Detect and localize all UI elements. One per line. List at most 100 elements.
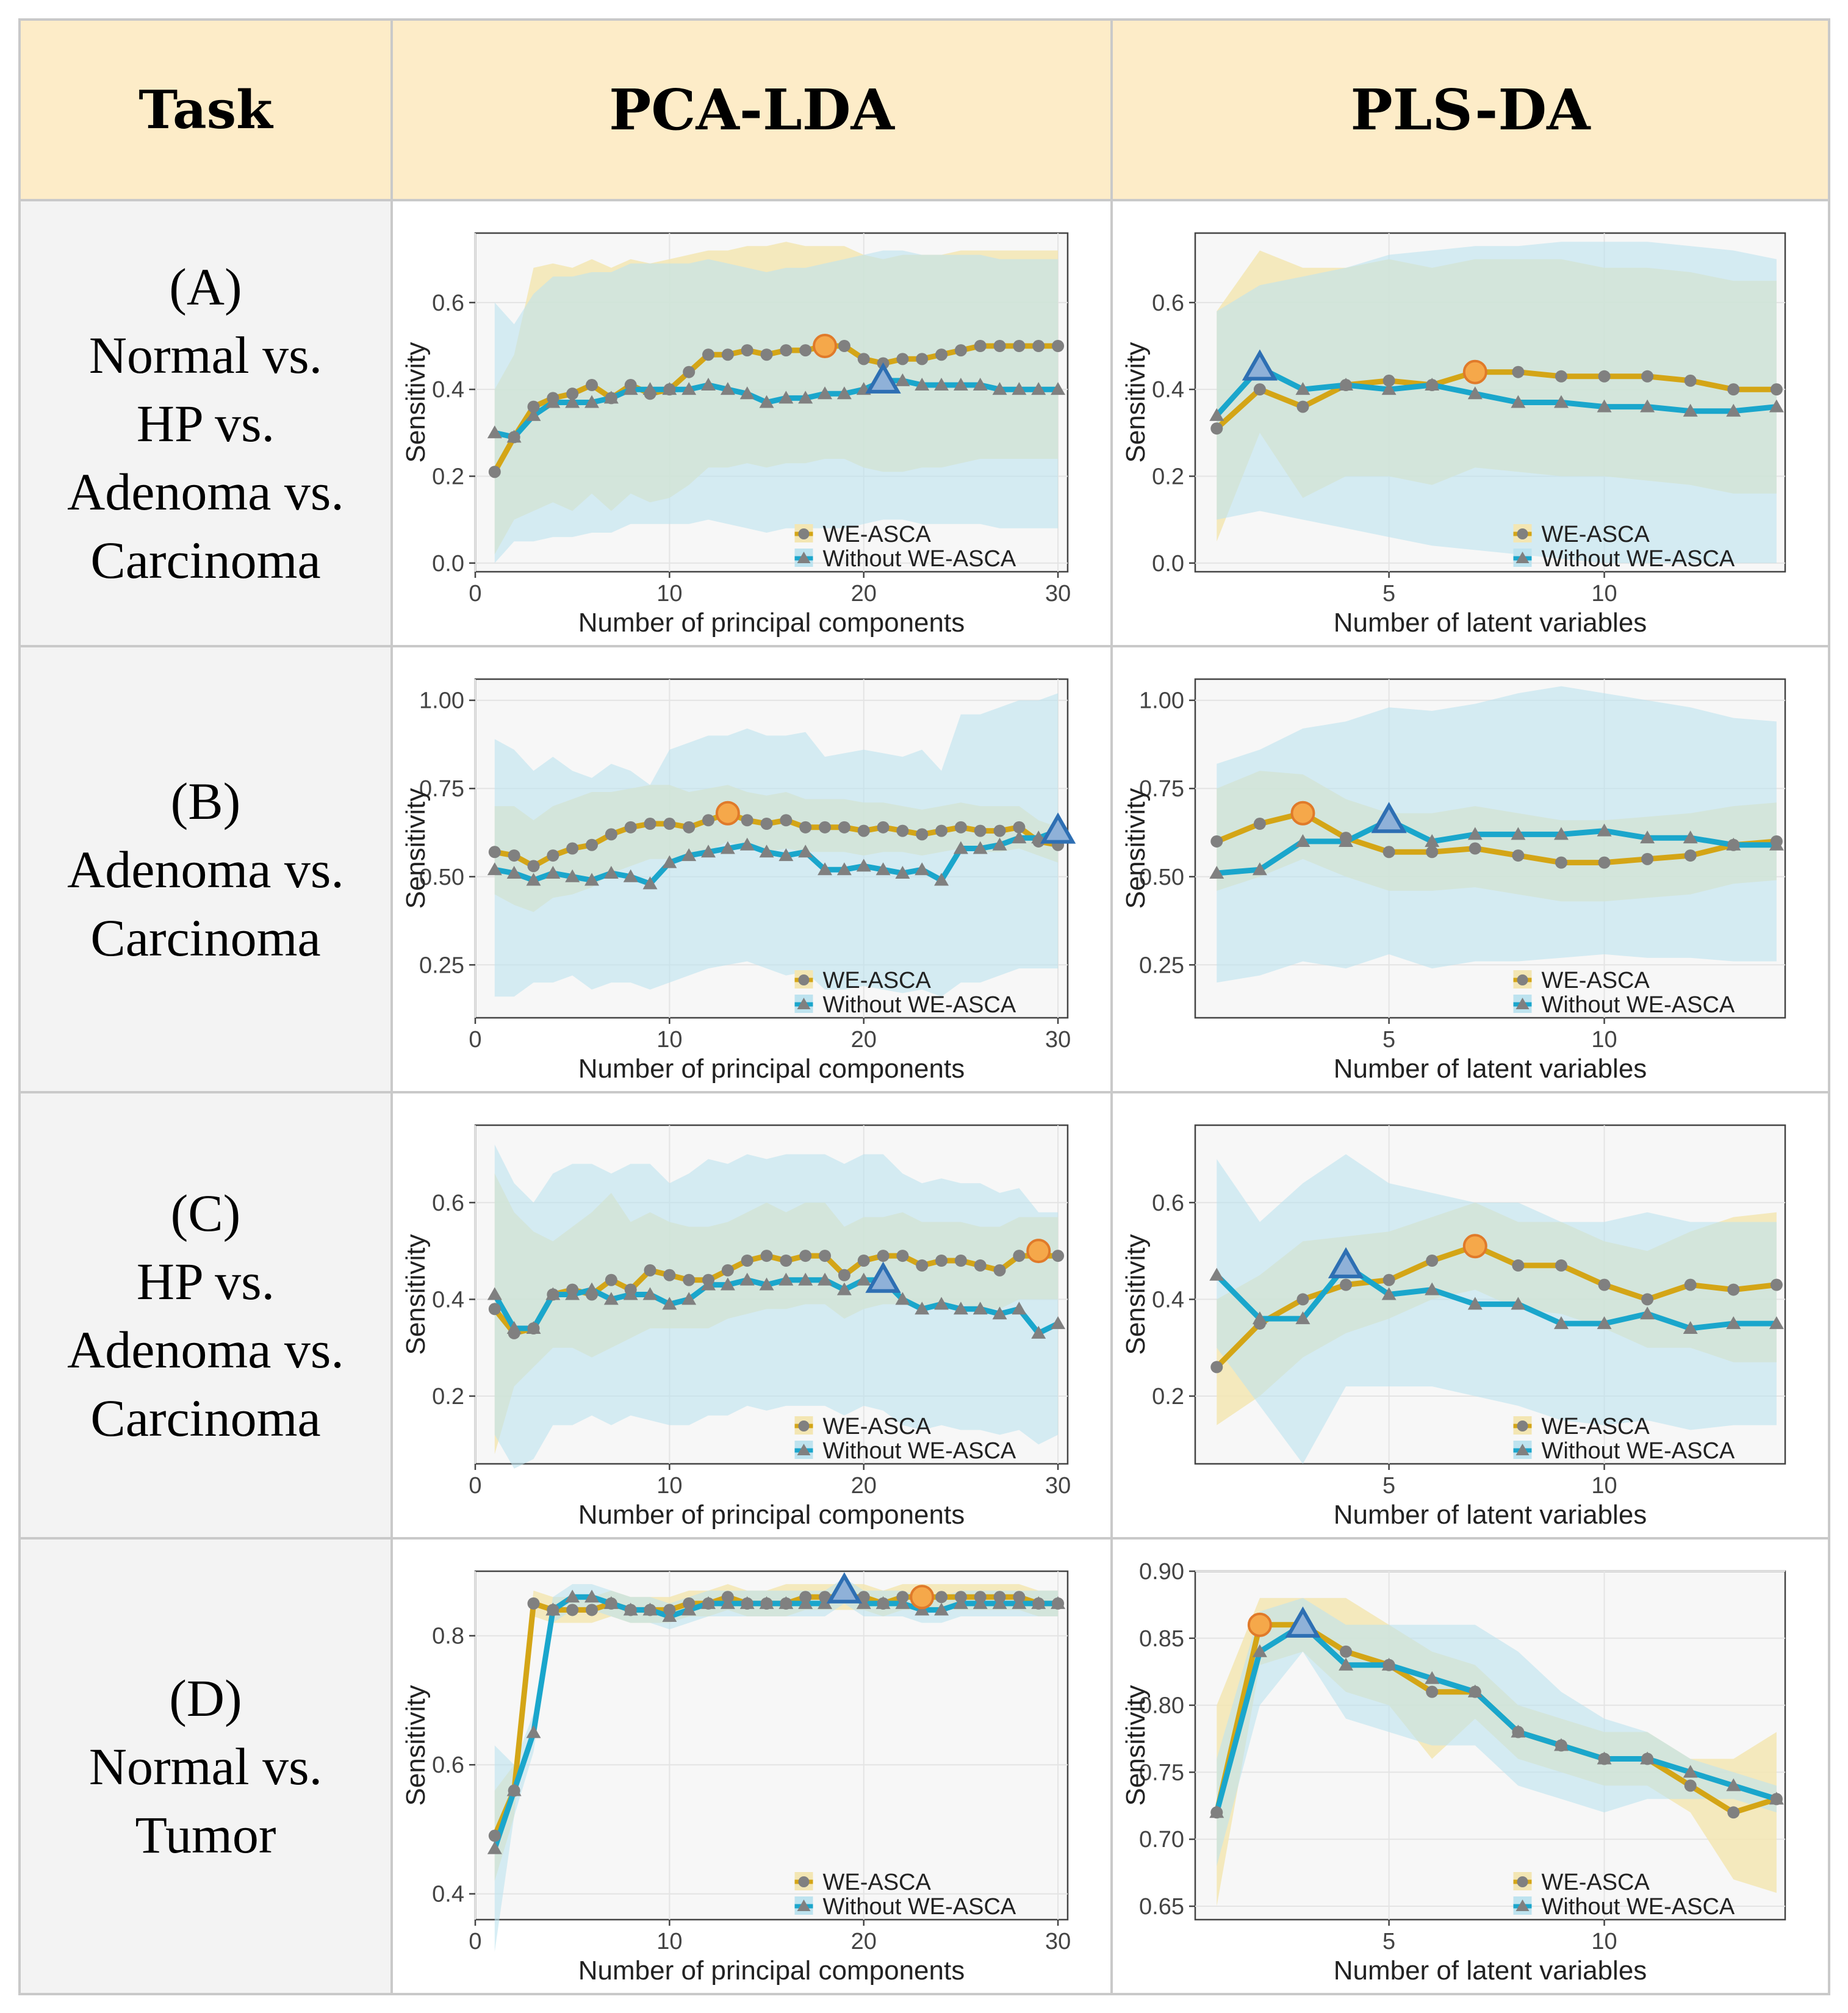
x-tick-label: 0 bbox=[469, 1929, 481, 1954]
without-we-asca-point bbox=[1339, 378, 1354, 391]
without-we-asca-point bbox=[1511, 827, 1526, 840]
y-tick-label: 0.50 bbox=[419, 865, 464, 890]
we-asca-point bbox=[799, 1250, 812, 1262]
we-asca-point bbox=[527, 400, 540, 413]
we-asca-point bbox=[683, 366, 696, 378]
x-tick-label: 30 bbox=[1045, 1473, 1071, 1499]
we-asca-point bbox=[1555, 1259, 1567, 1272]
without-we-asca-point bbox=[953, 1302, 968, 1315]
without-we-asca-point bbox=[915, 1302, 930, 1315]
task-line: Adenoma vs. bbox=[67, 462, 344, 521]
we-asca-point bbox=[1641, 1293, 1654, 1306]
without-we-asca-point bbox=[778, 1272, 794, 1286]
x-tick-label: 10 bbox=[656, 1473, 682, 1499]
y-axis-title: Sensitivity bbox=[401, 1685, 431, 1806]
without-we-asca-point bbox=[778, 1596, 794, 1609]
x-tick-label: 10 bbox=[656, 1929, 682, 1954]
task-cell-c: (C) HP vs. Adenoma vs. Carcinoma bbox=[21, 1093, 393, 1539]
without-we-asca-point bbox=[1553, 1738, 1569, 1751]
we-asca-point bbox=[1469, 842, 1481, 855]
we-asca-point bbox=[916, 1259, 929, 1272]
legend-without-key-marker bbox=[1515, 552, 1530, 563]
without-we-asca-point bbox=[875, 1596, 891, 1609]
we-asca-point bbox=[974, 1259, 987, 1272]
legend-we-asca-label: WE-ASCA bbox=[823, 522, 932, 547]
without-we-asca-line bbox=[1214, 365, 1777, 417]
legend-without-we-asca-label: Without WE-ASCA bbox=[1542, 546, 1735, 572]
we-asca-point bbox=[1770, 383, 1783, 396]
we-asca-point bbox=[1426, 846, 1439, 859]
we-asca-point bbox=[488, 1829, 501, 1842]
we-asca-point bbox=[1512, 849, 1525, 862]
without-we-asca-point bbox=[642, 1287, 658, 1300]
x-axis-title: Number of latent variables bbox=[1334, 1956, 1647, 1986]
legend-without-key-marker bbox=[797, 1900, 811, 1911]
we-asca-point bbox=[857, 824, 870, 837]
we-asca-point bbox=[838, 1269, 850, 1281]
without-we-asca-point bbox=[1031, 382, 1046, 395]
legend-we-asca-label: WE-ASCA bbox=[1542, 1870, 1650, 1895]
y-axis-title: Sensitivity bbox=[401, 788, 431, 909]
we-asca-point bbox=[877, 1250, 890, 1262]
legend-without-we-asca-label: Without WE-ASCA bbox=[823, 546, 1016, 572]
without-we-asca-point bbox=[1252, 862, 1267, 876]
without-we-asca-point bbox=[1769, 1316, 1784, 1330]
best-without-we-asca-marker bbox=[826, 1572, 863, 1604]
legend-without-we-asca-label: Without WE-ASCA bbox=[1542, 992, 1735, 1018]
header-task: Task bbox=[21, 21, 393, 201]
legend-without-key-marker bbox=[1515, 1900, 1530, 1911]
we-asca-point bbox=[974, 824, 987, 837]
we-asca-point bbox=[527, 860, 540, 873]
without-we-asca-point bbox=[1031, 1325, 1046, 1339]
y-tick-label: 0.50 bbox=[1139, 865, 1184, 890]
without-we-asca-point bbox=[584, 1282, 600, 1295]
legend-we-asca-key-marker bbox=[1517, 974, 1528, 985]
without-we-asca-point bbox=[545, 1287, 561, 1300]
task-line: Tumor bbox=[135, 1805, 276, 1864]
without-we-asca-point bbox=[545, 865, 561, 879]
without-we-asca-point bbox=[1339, 1657, 1354, 1671]
without-we-asca-point bbox=[992, 837, 1007, 851]
header-pls-da: PLS-DA bbox=[1113, 21, 1828, 201]
without-we-asca-point bbox=[701, 1277, 716, 1291]
y-tick-label: 1.00 bbox=[419, 688, 464, 714]
without-we-asca-point bbox=[875, 862, 891, 876]
x-tick-label: 0 bbox=[469, 1027, 481, 1053]
without-we-asca-point bbox=[1425, 834, 1440, 847]
y-tick-label: 0.75 bbox=[1139, 776, 1184, 802]
without-we-asca-point bbox=[739, 386, 755, 400]
without-we-asca-point bbox=[603, 1292, 619, 1305]
we-asca-point bbox=[799, 821, 812, 834]
we-asca-point bbox=[1382, 1273, 1395, 1286]
we-asca-point bbox=[702, 814, 715, 827]
without-we-asca-point bbox=[603, 865, 619, 879]
y-tick-label: 1.00 bbox=[1139, 688, 1184, 714]
without-we-asca-point bbox=[623, 382, 638, 395]
we-asca-line bbox=[1215, 1243, 1777, 1369]
without-we-asca-point bbox=[1726, 1778, 1741, 1792]
we-asca-point bbox=[1013, 1250, 1026, 1262]
without-we-asca-point bbox=[1640, 1751, 1655, 1765]
plot-cell-c-pls: 0.2 0.4 0.6 5 10 Number of latent variables Se… bbox=[1113, 1093, 1828, 1539]
we-asca-point bbox=[857, 1255, 870, 1267]
task-label: (A) bbox=[169, 257, 242, 316]
y-tick-label: 0.4 bbox=[1152, 1287, 1184, 1313]
without-we-asca-point bbox=[506, 865, 522, 879]
best-without-we-asca-marker bbox=[865, 1261, 901, 1293]
chart-d-pca: 0.4 0.6 0.8 0 10 20 30 Number of principal comp… bbox=[401, 1570, 1071, 1986]
we-asca-point bbox=[993, 1264, 1006, 1277]
y-tick-label: 0.6 bbox=[432, 290, 464, 316]
x-axis-title: Number of latent variables bbox=[1334, 1054, 1647, 1084]
task-line: Carcinoma bbox=[90, 1388, 321, 1447]
without-we-asca-point bbox=[818, 1272, 833, 1286]
without-we-asca-point bbox=[992, 1596, 1007, 1609]
we-asca-point bbox=[721, 1264, 734, 1277]
without-we-asca-point bbox=[759, 395, 774, 408]
without-we-asca-point bbox=[506, 430, 522, 443]
without-we-asca-point bbox=[798, 1272, 813, 1286]
legend-we-asca-key-marker bbox=[798, 1421, 810, 1431]
without-we-asca-point bbox=[992, 1306, 1007, 1320]
we-asca-point bbox=[896, 353, 909, 366]
